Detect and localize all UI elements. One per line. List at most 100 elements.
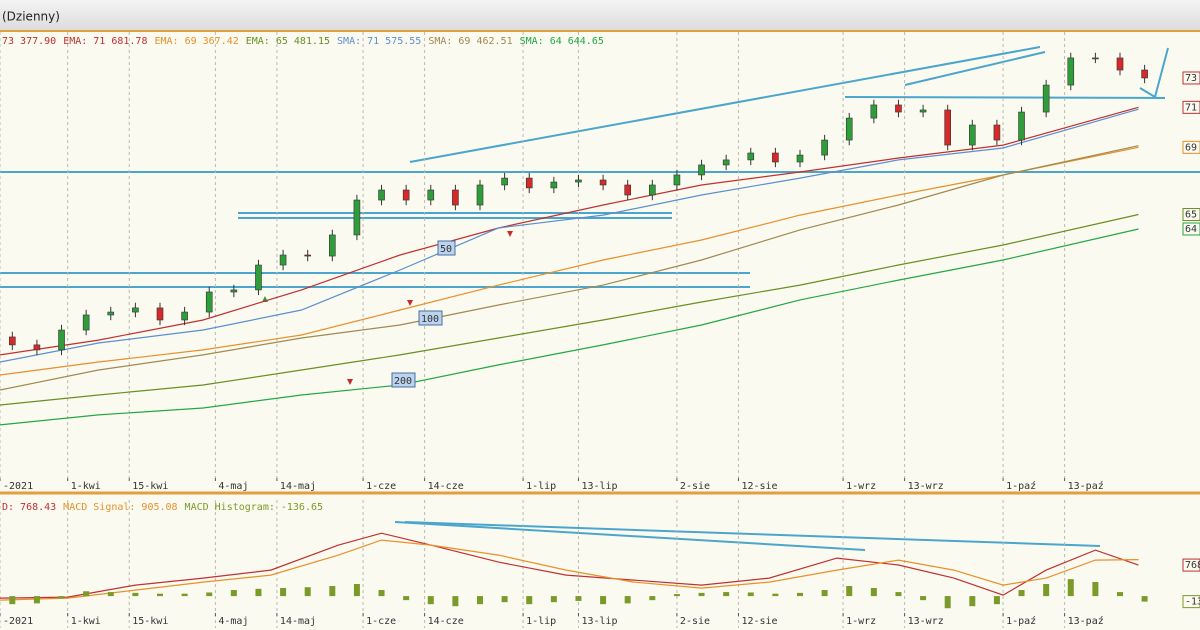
x-tick-label: 1-cze [366,616,396,627]
value-tag: 65 [1185,210,1197,221]
period-box [391,372,416,388]
candle-body [58,329,65,351]
histogram-bar [821,590,828,597]
legend-name: SMA: [428,36,452,47]
candle-body [33,344,41,351]
sell-arrow [507,231,513,237]
legend-value: 71 575.55 [367,36,421,47]
value-tag: 768 [1185,560,1200,571]
histogram-bar [1117,592,1123,597]
x-tick-label: -2021 [3,616,33,627]
x-tick-label: 13-lip [581,481,617,492]
indicator-line [0,228,1139,426]
candle-body [501,177,508,186]
sell-arrow [407,300,413,306]
indicator-line [0,106,1139,356]
x-tick-label: 13-lip [581,616,617,627]
indicator-line [0,146,1139,376]
histogram-bar [329,586,336,597]
candle-body [452,189,459,206]
support-line [844,96,1166,99]
candle-body [1092,57,1099,60]
candle-body [1141,69,1148,79]
histogram-bar [107,592,114,597]
candle-body [698,164,705,176]
x-tick-label: 15-kwi [132,481,168,492]
period-tag: 200 [391,372,416,388]
legend-value: 71 681.78 [93,36,147,47]
legend: D: 768.43 MACD Signal: 905.08 MACD Histogram… [2,502,323,513]
histogram-bar [304,587,311,597]
histogram-bar [353,583,360,597]
candle-body [255,264,262,291]
x-tick-label: -2021 [3,481,33,492]
candle-body [132,307,139,313]
histogram-bar [1043,583,1050,597]
candle-body [722,159,730,166]
histogram-bar [993,596,1000,605]
histogram-bar [280,588,287,597]
histogram-bar [1067,579,1074,597]
candle-body [304,254,311,257]
histogram-bar [378,590,385,597]
candle-body [649,184,656,196]
candle-body [181,311,188,321]
value-tag-box [1182,100,1200,114]
x-tick-label: 1-kwi [71,481,101,492]
histogram-bar [132,592,139,597]
histogram-bar [477,596,483,605]
legend-name: MACD Signal: [63,502,135,513]
plots: -2021 1-kwi 15-kwi 4-maj 14-maj 1-cze 14-cze 1-… [0,32,1200,628]
x-tick-label: 1-lip [526,616,556,627]
x-tick-label: 2-sie [680,616,710,627]
histogram-bar [230,590,237,597]
histogram-bar [624,596,631,604]
candle-body [9,336,16,346]
window-title: (Dzienny) [2,10,60,24]
legend-name: SMA: [520,36,544,47]
x-tick-label: 13-wrz [908,616,944,627]
candle-body [402,189,410,201]
histogram-bar [969,596,976,607]
histogram-bar [526,596,533,605]
legend-value: -136.65 [281,502,323,513]
candle-body [870,104,878,119]
histogram-bar [575,596,582,601]
candle-body [845,117,853,141]
histogram-bar [944,596,951,609]
x-tick-label: 12-sie [741,481,777,492]
panel: -2021 1-kwi 15-kwi 4-maj 14-maj 1-cze 14-cze 1-… [0,32,1200,492]
histogram-bar [501,596,508,603]
legend: 73 377.90 EMA: 71 681.78 EMA: 69 367.42 EMA: 6… [2,36,604,47]
histogram-bar [33,596,40,604]
indicator-line [0,213,1139,406]
legend-value: 73 377.90 [2,36,56,47]
x-tick-label: 13-paź [1068,615,1104,627]
candle-body [599,179,607,186]
x-tick-label: 14-maj [280,616,316,627]
histogram-bar [157,593,163,597]
candle-body [821,139,828,156]
histogram-bar [698,592,705,597]
x-tick-label: 1-kwi [71,616,101,627]
x-tick-label: 14-cze [428,481,464,492]
projection-line [1139,47,1169,99]
trend-line [904,51,1046,86]
candle-body [230,289,238,293]
indicator-line [0,145,1139,391]
histogram-bar [58,596,65,599]
candle-body [624,184,631,196]
x-tick-label: 4-maj [218,616,248,627]
value-tag: 64 [1185,224,1197,235]
legend-value: 64 644.65 [550,36,604,47]
legend-value: 69 462.51 [458,36,512,47]
histogram-bar [9,596,16,605]
histogram-bar [870,588,877,597]
histogram-bar [403,596,410,601]
trend-line [409,46,1041,163]
panel: -2021 1-kwi 15-kwi 4-maj 14-maj 1-cze 14-cze 1-… [0,500,1200,628]
legend-value: 768.43 [20,502,56,513]
histogram-bar [673,594,680,597]
histogram-bar [723,592,730,597]
